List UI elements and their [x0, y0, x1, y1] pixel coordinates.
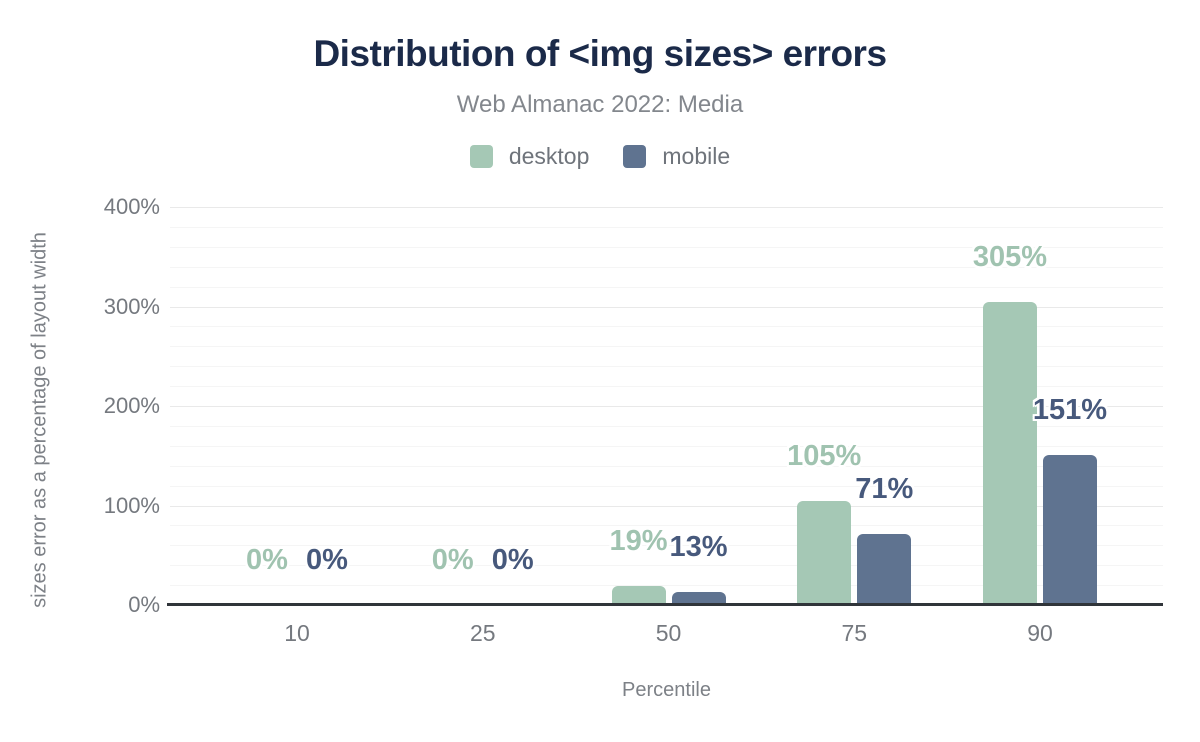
bar-label-mobile-p90: 151% [1032, 393, 1108, 426]
gridline-minor [170, 585, 1163, 587]
y-tick-label: 400% [103, 194, 160, 219]
bar-label-desktop-p90: 305% [972, 240, 1048, 273]
bar-label-desktop-p50: 19% [609, 525, 668, 558]
gridline-minor [170, 386, 1163, 388]
gridline-minor [170, 445, 1163, 447]
gridline-minor [170, 266, 1163, 268]
bar-desktop-p75[interactable] [797, 500, 852, 605]
x-tick-label: 25 [469, 620, 496, 646]
bar-label-desktop-p75: 105% [787, 439, 862, 472]
gridline-minor [170, 246, 1163, 248]
legend-label-mobile: mobile [662, 143, 731, 169]
bar-label-desktop-p25: 0% [431, 544, 474, 576]
legend-swatch-mobile-icon [623, 145, 647, 168]
gridline-minor [170, 485, 1163, 487]
bar-label-mobile-p25: 0% [491, 544, 534, 576]
legend-item-desktop: desktop [469, 143, 590, 170]
bar-mobile-p90[interactable] [1043, 454, 1097, 605]
y-tick-label: 300% [103, 293, 160, 319]
bar-desktop-p90[interactable] [983, 301, 1037, 605]
x-axis-line [167, 603, 1163, 606]
gridline-minor [170, 286, 1163, 288]
gridline-major [170, 306, 1163, 308]
gridline-minor [170, 326, 1163, 328]
legend-item-mobile: mobile [623, 143, 730, 170]
gridline-minor [170, 525, 1163, 527]
chart-subtitle: Web Almanac 2022: Media [456, 91, 744, 118]
bar-label-desktop-p10: 0% [246, 544, 288, 576]
chart-title: Distribution of <img sizes> errors [313, 33, 887, 74]
bar-mobile-p75[interactable] [857, 534, 912, 605]
gridline-major [170, 406, 1163, 407]
gridline-major [170, 207, 1163, 208]
y-axis-title: sizes error as a percentage of layout wi… [28, 232, 51, 608]
x-tick-label: 10 [284, 620, 310, 646]
gridline-major [170, 505, 1163, 507]
legend: desktop mobile [0, 143, 1200, 170]
bar-label-mobile-p10: 0% [306, 544, 348, 576]
x-tick-label: 90 [1027, 620, 1053, 646]
y-tick-label: 0% [128, 592, 160, 617]
bar-mobile-p50[interactable] [671, 592, 726, 605]
gridline-minor [170, 425, 1163, 427]
bar-label-mobile-p50: 13% [669, 531, 728, 564]
legend-swatch-desktop-icon [469, 145, 493, 168]
bar-desktop-p50[interactable] [611, 586, 666, 605]
bar-label-mobile-p75: 71% [855, 473, 914, 506]
gridline-minor [170, 366, 1163, 368]
gridline-minor [170, 226, 1163, 228]
gridline-minor [170, 465, 1163, 467]
x-tick-label: 75 [841, 620, 868, 646]
gridline-minor [170, 545, 1163, 547]
legend-label-desktop: desktop [508, 143, 590, 169]
plot-area: 0% 0% 0% 0% 19% 13% 105% 71% 305% 151% [167, 207, 1163, 606]
x-tick-label: 50 [655, 620, 682, 646]
x-axis-title: Percentile [622, 679, 711, 701]
y-tick-label: 200% [103, 393, 160, 418]
gridline-minor [170, 565, 1163, 567]
gridline-minor [170, 346, 1163, 348]
y-tick-label: 100% [103, 492, 160, 518]
